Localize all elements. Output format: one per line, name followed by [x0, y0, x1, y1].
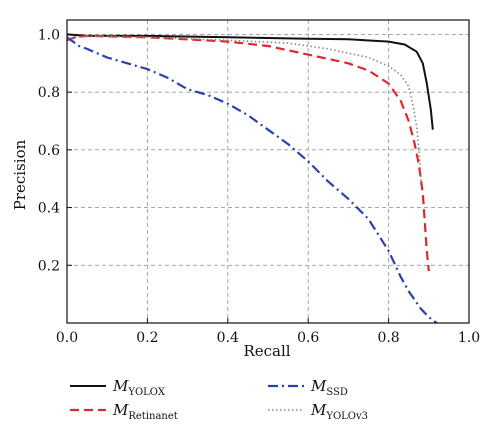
series-line-yolox [66, 33, 434, 130]
series-lines [66, 33, 438, 324]
x-axis-label: Recall [243, 342, 290, 360]
y-tick-label: 0.4 [38, 201, 60, 217]
plot-frame [66, 19, 470, 324]
y-axis-label: Precision [11, 139, 29, 210]
tick-labels: 0.0 0.2 0.4 0.6 0.8 1.0 0.2 0.4 0.6 0.8 1.0 [38, 27, 480, 346]
y-tick-label: 0.6 [38, 143, 60, 159]
series-line-retinanet [66, 34, 430, 272]
legend-label: MRetinanet [112, 401, 178, 422]
legend-item-retinanet: MRetinanet [70, 401, 178, 422]
legend-label: MYOLOv3 [310, 401, 368, 422]
legend: MYOLOX MSSD MRetinanet MYOLOv3 [70, 377, 368, 422]
series-line-yolov3 [66, 35, 422, 188]
legend-item-ssd: MSSD [268, 377, 348, 398]
tick-marks [66, 33, 470, 323]
grid-lines [67, 20, 469, 323]
x-tick-label: 0.0 [56, 330, 78, 346]
legend-item-yolov3: MYOLOv3 [268, 401, 368, 422]
x-tick-label: 0.8 [377, 330, 399, 346]
x-tick-label: 1.0 [458, 330, 480, 346]
x-tick-label: 0.4 [217, 330, 239, 346]
legend-label: MSSD [310, 377, 348, 398]
y-tick-label: 1.0 [38, 27, 60, 43]
y-tick-label: 0.8 [38, 85, 60, 101]
series-line-ssd [66, 36, 438, 324]
legend-label: MYOLOX [112, 377, 166, 398]
y-tick-label: 0.2 [38, 258, 60, 274]
legend-item-yolox: MYOLOX [70, 377, 166, 398]
x-tick-label: 0.6 [297, 330, 319, 346]
x-tick-label: 0.2 [136, 330, 158, 346]
